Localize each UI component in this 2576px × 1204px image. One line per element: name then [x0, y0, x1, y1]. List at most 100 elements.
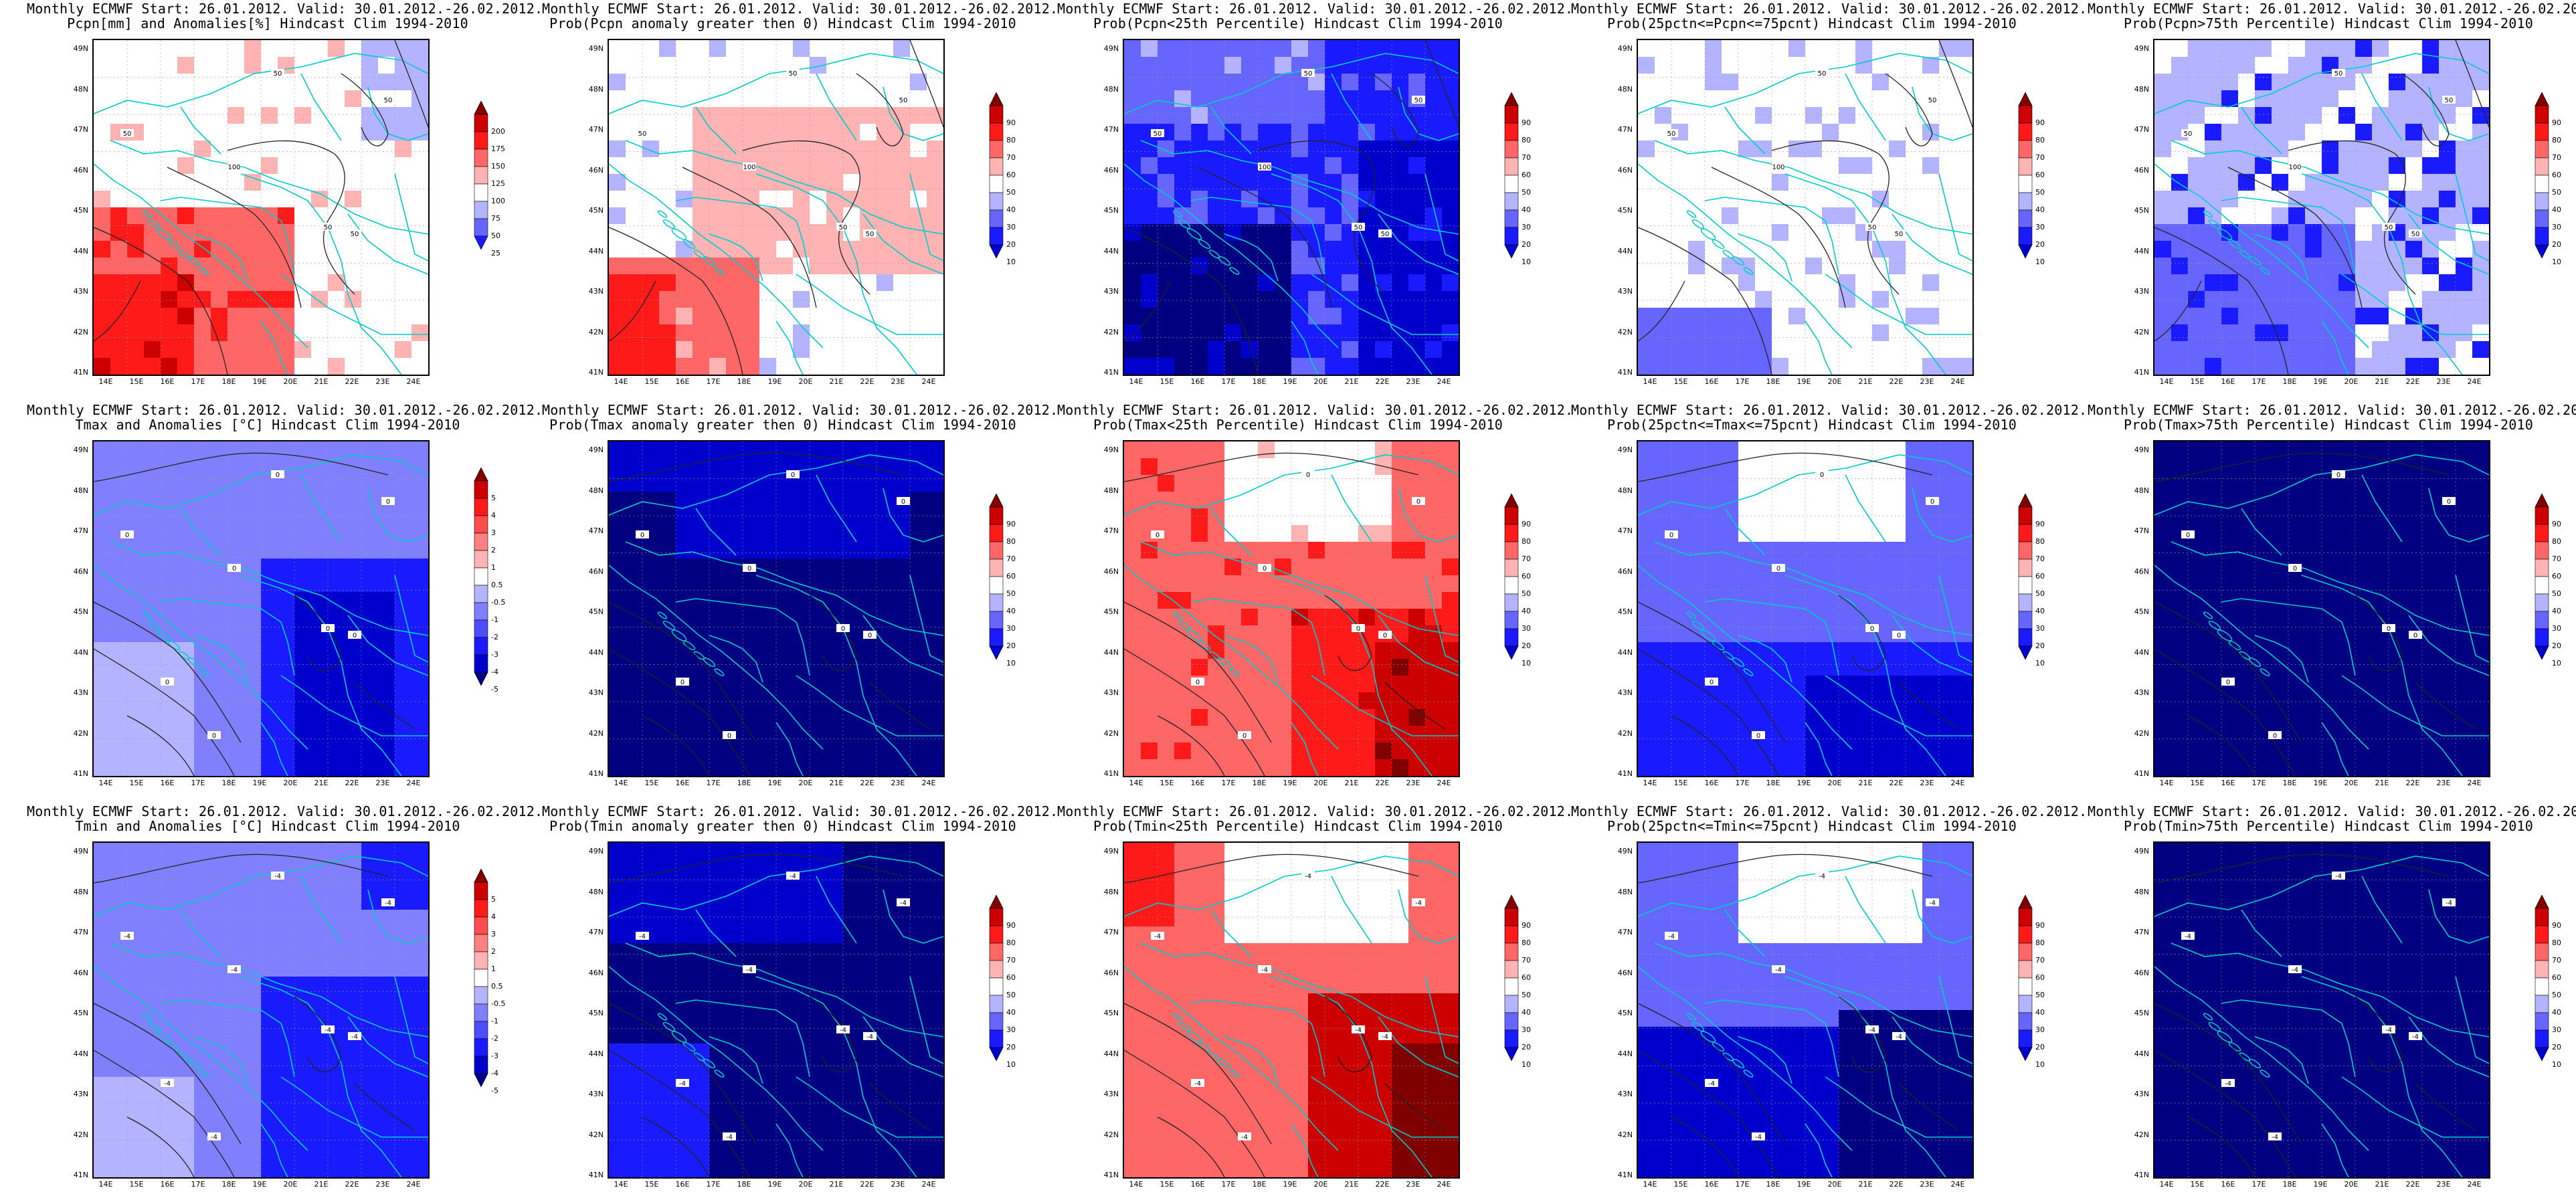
field-cell — [1275, 291, 1292, 308]
field-cell — [244, 525, 262, 542]
lat-tick-label: 44N — [588, 647, 604, 657]
field-cell — [1889, 124, 1906, 141]
field-cell — [693, 441, 710, 459]
island-outline — [1743, 267, 1754, 275]
field-cell — [311, 676, 329, 693]
field-cell — [244, 575, 262, 593]
field-cell — [1839, 224, 1856, 241]
field-cell — [2272, 609, 2289, 626]
border-line — [2408, 213, 2489, 275]
field-cell — [311, 358, 329, 375]
field-cell — [2338, 742, 2356, 760]
field-cell — [759, 676, 777, 693]
field-cell — [2389, 324, 2406, 342]
field-cell — [1655, 258, 1672, 275]
field-cell — [2255, 508, 2272, 526]
field-cell — [1425, 525, 1443, 542]
field-cell — [1906, 642, 1923, 660]
field-cell — [1375, 592, 1392, 609]
field-cell — [1408, 508, 1426, 526]
field-cell — [810, 224, 827, 241]
field-cell — [1208, 74, 1225, 91]
field-cell — [1392, 458, 1409, 476]
field-cell — [2389, 726, 2406, 743]
colorbar-bottom-arrow — [2018, 244, 2033, 259]
field-cell — [127, 759, 145, 776]
field-cell — [1408, 174, 1426, 191]
shaded-field — [2154, 40, 2489, 375]
field-cell — [1241, 559, 1259, 576]
field-cell — [2272, 592, 2289, 609]
field-cell — [2255, 140, 2272, 158]
field-cell — [1291, 157, 1309, 175]
field-cell — [626, 241, 643, 258]
field-cell — [1788, 726, 1806, 743]
field-cell — [659, 341, 676, 359]
field-cell — [1822, 575, 1839, 593]
field-cell — [2322, 174, 2339, 191]
field-cell — [1375, 140, 1392, 158]
field-cell — [2456, 575, 2473, 593]
colorbar-label: 0.5 — [491, 581, 503, 589]
field-cell — [261, 40, 278, 58]
field-cell — [2221, 742, 2239, 760]
field-cell — [177, 324, 195, 342]
field-cell — [1241, 274, 1259, 292]
contour-line — [609, 280, 656, 342]
field-cell — [1788, 659, 1806, 676]
lat-tick-label: 47N — [1103, 526, 1119, 535]
field-cell — [1174, 559, 1192, 576]
field-cell — [395, 676, 412, 693]
lat-tick-label: 42N — [2134, 728, 2149, 738]
field-cell — [877, 341, 894, 359]
field-cell — [1705, 709, 1722, 726]
field-cell — [1956, 559, 1972, 576]
field-cell — [1358, 40, 1376, 58]
lat-tick-label: 43N — [588, 287, 604, 296]
field-cell — [2456, 508, 2473, 526]
lat-tick-label: 48N — [2134, 486, 2149, 495]
field-cell — [278, 291, 295, 308]
field-cell — [1392, 676, 1409, 693]
field-cell — [709, 57, 727, 74]
field-cell — [1408, 191, 1426, 208]
field-cell — [927, 358, 943, 375]
lon-tick-label: 24E — [406, 377, 421, 386]
field-cell — [626, 57, 643, 74]
contour-label: 0 — [271, 470, 284, 479]
field-cell — [810, 90, 827, 108]
field-cell — [2154, 40, 2172, 58]
field-cell — [2188, 475, 2205, 492]
border-line — [1784, 173, 1946, 375]
field-cell — [2456, 642, 2473, 660]
field-cell — [1124, 759, 1141, 776]
lon-tick-label: 21E — [1344, 377, 1359, 386]
field-cell — [2456, 174, 2473, 191]
field-cell — [211, 124, 228, 141]
field-cell — [395, 759, 412, 776]
field-cell — [826, 107, 844, 124]
field-cell — [709, 709, 727, 726]
field-cell — [1174, 759, 1192, 776]
field-cell — [1358, 274, 1376, 292]
field-cell — [1291, 174, 1309, 191]
colorbar-bottom-arrow — [474, 235, 488, 250]
contour-label: 100 — [743, 163, 756, 171]
field-cell — [261, 140, 278, 158]
field-cell — [1688, 291, 1706, 308]
field-cell — [1788, 191, 1806, 208]
field-cell — [1705, 174, 1722, 191]
field-cell — [411, 241, 428, 258]
colorbar-label: 40 — [2552, 205, 2561, 214]
field-cell — [910, 492, 927, 509]
field-cell — [161, 157, 178, 175]
contour-label: 0 — [207, 731, 221, 740]
lon-tick-label: 18E — [2282, 377, 2297, 386]
field-cell — [395, 341, 412, 359]
field-cell — [860, 90, 877, 108]
field-cell — [395, 726, 412, 743]
field-cell — [877, 258, 894, 275]
field-cell — [177, 609, 195, 626]
field-cell — [2405, 676, 2423, 693]
